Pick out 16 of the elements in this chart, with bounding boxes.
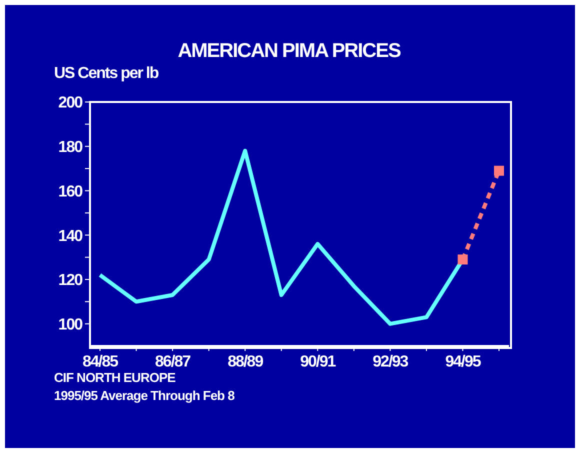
y-tick-label: 140 <box>58 228 84 245</box>
y-tick-label: 160 <box>58 183 84 200</box>
text: 1995/95 Average Through Feb 8 <box>54 388 234 403</box>
x-tick-label: 94/95 <box>445 353 482 370</box>
y-tick-label: 200 <box>58 94 84 112</box>
y-tick-label: 100 <box>58 316 84 334</box>
y-tick-label: 120 <box>58 272 84 290</box>
x-tick-label: 88/89 <box>228 353 264 370</box>
chart-title: AMERICAN PIMA PRICES <box>176 40 402 63</box>
x-tick-label: 92/93 <box>372 353 409 370</box>
x-tick-label: 90/91 <box>300 353 336 370</box>
x-tick-label: 86/87 <box>155 353 192 370</box>
x-tick-label: 84/85 <box>82 353 119 370</box>
text: CIF NORTH EUROPE <box>54 370 176 385</box>
y-axis-title: US Cents per lb <box>54 65 158 83</box>
y-tick-label: 180 <box>58 139 84 156</box>
